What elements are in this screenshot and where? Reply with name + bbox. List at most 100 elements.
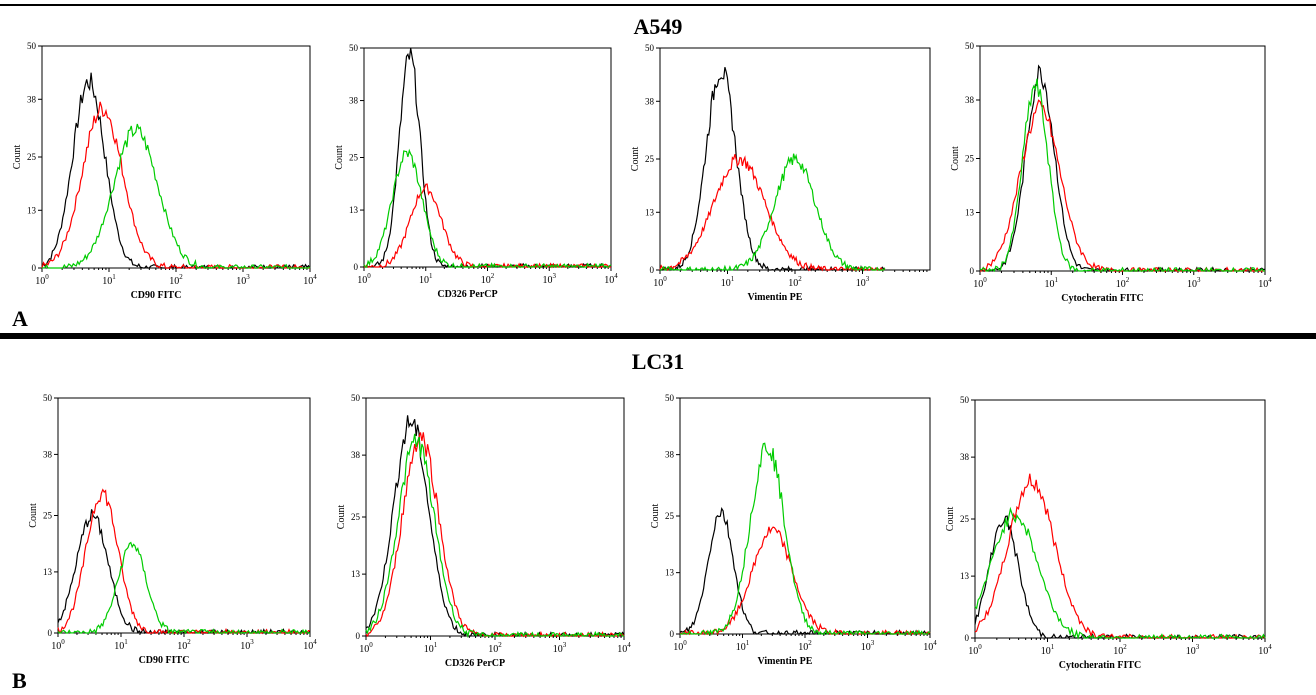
y-tick-label: 38 <box>43 449 53 459</box>
histogram-curve-red <box>365 432 625 638</box>
x-tick-label: 103 <box>553 641 567 655</box>
x-tick-label: 104 <box>923 639 937 653</box>
histogram-curve-green <box>41 123 311 270</box>
histogram-curve-black <box>979 64 1266 273</box>
y-tick-label: 25 <box>349 153 359 163</box>
y-tick-label: 50 <box>351 393 361 403</box>
y-tick-label: 0 <box>650 265 655 275</box>
x-tick-label: 101 <box>736 639 750 653</box>
x-tick-exponent: 2 <box>1126 276 1130 284</box>
y-tick-label: 25 <box>665 511 675 521</box>
x-tick-label: 104 <box>617 641 631 655</box>
y-tick-label: 38 <box>27 94 37 104</box>
x-tick-label: 104 <box>303 273 317 287</box>
plot-frame <box>57 397 311 634</box>
x-tick-label: 101 <box>1041 643 1055 657</box>
y-tick-label: 50 <box>665 393 675 403</box>
plot-frame <box>41 45 311 269</box>
x-tick-label: 100 <box>973 276 987 290</box>
x-tick-label: 100 <box>653 275 667 289</box>
row-a-title: A549 <box>633 14 683 39</box>
histogram-curve-red <box>979 99 1266 273</box>
x-axis-label: Vimentin PE <box>748 292 803 303</box>
x-tick-exponent: 0 <box>45 273 49 281</box>
x-tick-exponent: 0 <box>663 275 667 283</box>
x-tick-exponent: 3 <box>246 273 250 281</box>
x-tick-exponent: 1 <box>434 641 438 649</box>
x-tick-label: 101 <box>102 273 116 287</box>
y-tick-label: 0 <box>32 263 37 273</box>
x-tick-label: 101 <box>114 638 128 652</box>
x-tick-label: 101 <box>419 272 433 286</box>
x-tick-exponent: 3 <box>866 275 870 283</box>
middle-divider <box>0 333 1316 339</box>
x-tick-label: 100 <box>357 272 371 286</box>
histogram-curve-black <box>57 509 311 635</box>
y-tick-label: 13 <box>27 205 37 215</box>
y-tick-label: 0 <box>970 266 975 276</box>
row-b-title: LC31 <box>631 349 685 374</box>
histogram-curve-red <box>679 526 931 636</box>
x-tick-exponent: 0 <box>61 638 65 646</box>
x-tick-label: 103 <box>1186 643 1200 657</box>
histogram-curve-green <box>363 148 612 269</box>
y-tick-label: 38 <box>665 450 675 460</box>
histogram-curve-green <box>680 442 931 636</box>
x-tick-exponent: 2 <box>491 272 495 280</box>
y-axis-label: Count <box>630 147 641 172</box>
x-axis-label: Cytocheratin FITC <box>1061 293 1144 304</box>
y-tick-label: 25 <box>960 514 970 524</box>
x-tick-exponent: 4 <box>1268 276 1272 284</box>
x-tick-exponent: 2 <box>187 638 191 646</box>
x-tick-exponent: 4 <box>933 639 937 647</box>
y-tick-label: 13 <box>43 567 53 577</box>
histogram-curve-green <box>365 433 624 639</box>
plot-frame <box>363 47 612 268</box>
x-tick-exponent: 0 <box>978 643 982 651</box>
y-tick-label: 13 <box>645 207 655 217</box>
x-tick-label: 102 <box>488 641 502 655</box>
y-axis-label: Count <box>650 504 661 529</box>
x-tick-exponent: 0 <box>983 276 987 284</box>
x-tick-label: 101 <box>424 641 438 655</box>
x-tick-label: 100 <box>51 638 65 652</box>
histogram-curve-black <box>660 67 886 272</box>
x-tick-label: 104 <box>1258 643 1272 657</box>
y-axis-label: Count <box>334 145 345 170</box>
x-tick-exponent: 3 <box>1196 643 1200 651</box>
y-tick-label: 0 <box>354 262 359 272</box>
x-axis-label: Cytocheratin FITC <box>1059 660 1142 671</box>
histogram-curve-black <box>41 72 311 270</box>
x-tick-exponent: 3 <box>871 639 875 647</box>
histogram-curve-green <box>979 78 1265 273</box>
histogram-curve-black <box>679 506 931 636</box>
x-tick-label: 103 <box>236 273 250 287</box>
x-tick-label: 102 <box>1116 276 1130 290</box>
x-tick-label: 102 <box>788 275 802 289</box>
histogram-curve-red <box>364 183 611 269</box>
histogram-curve-black <box>974 515 1266 640</box>
x-axis-label: CD90 FITC <box>131 290 182 301</box>
y-tick-label: 50 <box>965 41 975 51</box>
x-tick-label: 102 <box>1113 643 1127 657</box>
x-tick-exponent: 4 <box>1268 643 1272 651</box>
histogram-curve-green <box>974 506 1266 641</box>
x-tick-exponent: 0 <box>367 272 371 280</box>
x-tick-label: 102 <box>169 273 183 287</box>
histogram-curve-red <box>974 473 1266 640</box>
x-tick-label: 104 <box>303 638 317 652</box>
y-axis-label: Count <box>950 146 961 171</box>
panel-letter-b: B <box>12 668 27 693</box>
x-tick-label: 101 <box>721 275 735 289</box>
y-axis-label: Count <box>945 507 956 532</box>
x-tick-exponent: 4 <box>627 641 631 649</box>
x-tick-exponent: 1 <box>429 272 433 280</box>
x-axis-label: CD326 PerCP <box>437 289 497 300</box>
x-tick-exponent: 3 <box>1197 276 1201 284</box>
x-tick-exponent: 2 <box>179 273 183 281</box>
panel-letter-a: A <box>12 306 28 331</box>
y-tick-label: 13 <box>351 569 361 579</box>
y-axis-label: Count <box>336 505 347 530</box>
